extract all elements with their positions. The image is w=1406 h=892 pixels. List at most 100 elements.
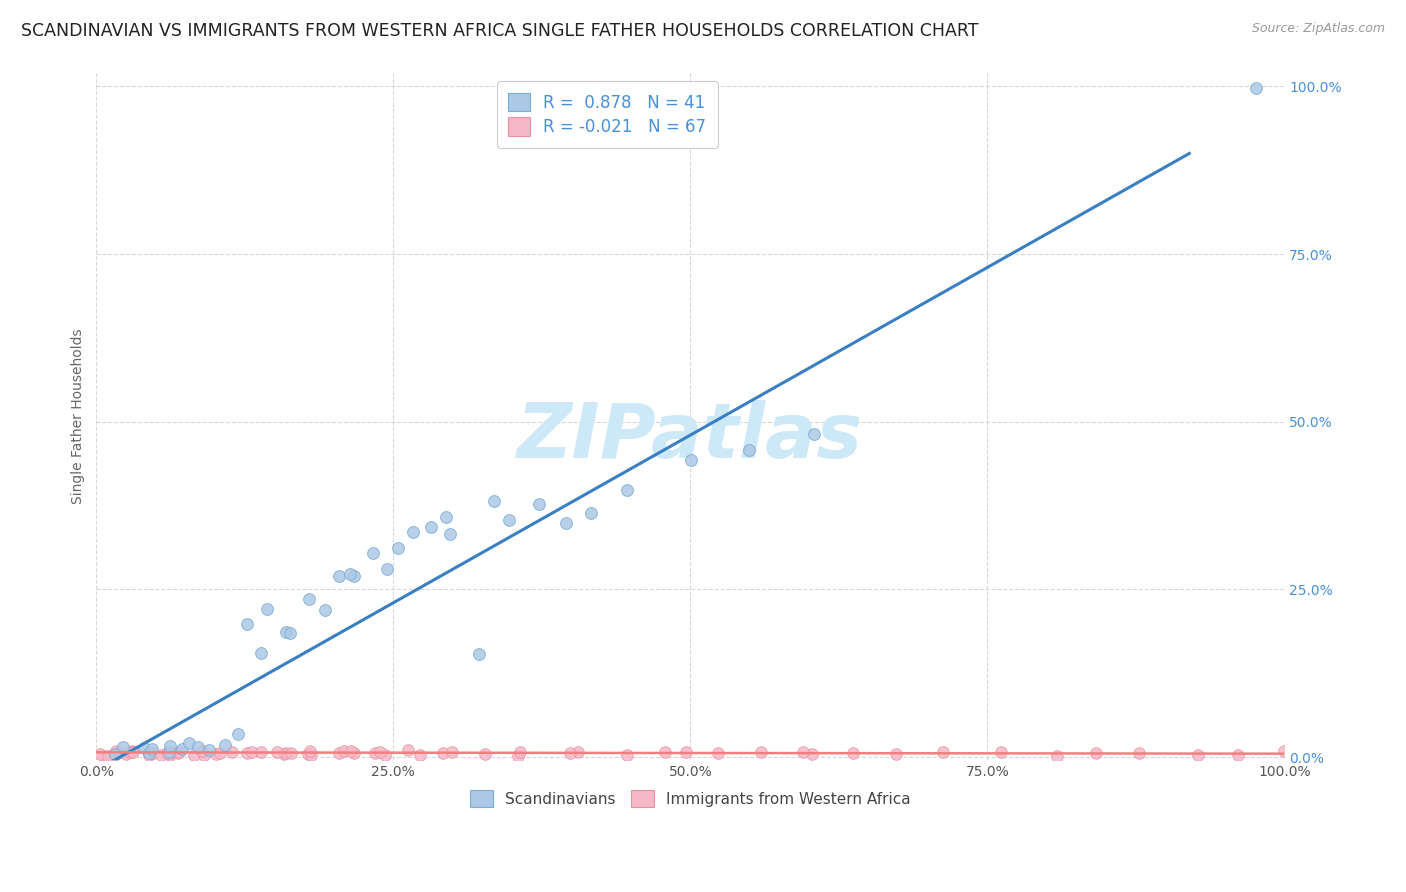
- Point: [118, 745, 141, 759]
- Point: [482, 494, 505, 508]
- Point: [616, 748, 638, 763]
- Point: [105, 744, 128, 758]
- Point: [162, 746, 184, 760]
- Point: [221, 745, 243, 759]
- Point: [441, 745, 464, 759]
- Point: [170, 742, 193, 756]
- Point: [749, 745, 772, 759]
- Point: [256, 601, 278, 615]
- Point: [226, 727, 249, 741]
- Point: [276, 625, 298, 640]
- Point: [236, 616, 259, 631]
- Point: [183, 747, 205, 762]
- Point: [97, 748, 120, 763]
- Point: [141, 742, 163, 756]
- Point: [121, 744, 143, 758]
- Point: [555, 516, 578, 530]
- Point: [1244, 81, 1267, 95]
- Point: [1084, 747, 1107, 761]
- Point: [167, 746, 190, 760]
- Point: [235, 746, 257, 760]
- Point: [177, 736, 200, 750]
- Point: [654, 745, 676, 759]
- Point: [299, 747, 322, 762]
- Point: [198, 743, 221, 757]
- Point: [298, 591, 321, 606]
- Point: [138, 747, 160, 762]
- Point: [250, 745, 273, 759]
- Point: [328, 746, 350, 760]
- Point: [1046, 749, 1069, 764]
- Legend: Scandinavians, Immigrants from Western Africa: Scandinavians, Immigrants from Western A…: [463, 782, 918, 814]
- Point: [138, 747, 160, 761]
- Point: [375, 562, 398, 576]
- Point: [396, 743, 419, 757]
- Point: [842, 747, 865, 761]
- Point: [792, 745, 814, 759]
- Point: [343, 568, 366, 582]
- Point: [191, 744, 214, 758]
- Point: [149, 747, 172, 762]
- Point: [567, 745, 589, 759]
- Point: [800, 747, 823, 762]
- Point: [134, 741, 156, 756]
- Point: [112, 740, 135, 755]
- Point: [368, 745, 391, 759]
- Point: [468, 647, 491, 661]
- Point: [402, 525, 425, 540]
- Point: [1128, 746, 1150, 760]
- Point: [142, 746, 165, 760]
- Point: [1272, 744, 1295, 758]
- Point: [104, 747, 127, 761]
- Point: [681, 453, 703, 467]
- Point: [1187, 747, 1209, 762]
- Point: [1226, 747, 1249, 762]
- Point: [738, 442, 761, 457]
- Point: [250, 646, 273, 660]
- Point: [707, 746, 730, 760]
- Point: [387, 541, 409, 555]
- Point: [328, 568, 350, 582]
- Point: [167, 746, 190, 760]
- Point: [432, 746, 454, 760]
- Point: [439, 526, 461, 541]
- Point: [159, 739, 181, 753]
- Point: [159, 748, 181, 763]
- Point: [157, 745, 180, 759]
- Point: [89, 747, 111, 761]
- Point: [343, 746, 366, 760]
- Point: [122, 745, 145, 759]
- Text: ZIPatlas: ZIPatlas: [517, 401, 863, 475]
- Point: [266, 745, 288, 759]
- Point: [340, 744, 363, 758]
- Point: [314, 602, 336, 616]
- Point: [434, 509, 457, 524]
- Point: [474, 747, 496, 761]
- Y-axis label: Single Father Households: Single Father Households: [72, 329, 86, 505]
- Point: [363, 747, 385, 761]
- Point: [187, 739, 209, 754]
- Point: [339, 566, 361, 581]
- Point: [278, 625, 301, 640]
- Point: [419, 520, 441, 534]
- Point: [280, 746, 302, 760]
- Point: [509, 746, 531, 760]
- Text: Source: ZipAtlas.com: Source: ZipAtlas.com: [1251, 22, 1385, 36]
- Point: [361, 546, 384, 560]
- Point: [932, 745, 955, 759]
- Point: [374, 747, 396, 762]
- Point: [115, 747, 138, 762]
- Point: [214, 738, 236, 752]
- Point: [675, 745, 697, 759]
- Point: [333, 744, 356, 758]
- Point: [105, 747, 128, 761]
- Point: [298, 744, 321, 758]
- Point: [508, 748, 530, 763]
- Point: [93, 749, 115, 764]
- Point: [616, 483, 638, 497]
- Point: [193, 747, 215, 762]
- Point: [273, 747, 295, 761]
- Point: [142, 746, 165, 760]
- Point: [990, 745, 1012, 759]
- Point: [581, 506, 603, 520]
